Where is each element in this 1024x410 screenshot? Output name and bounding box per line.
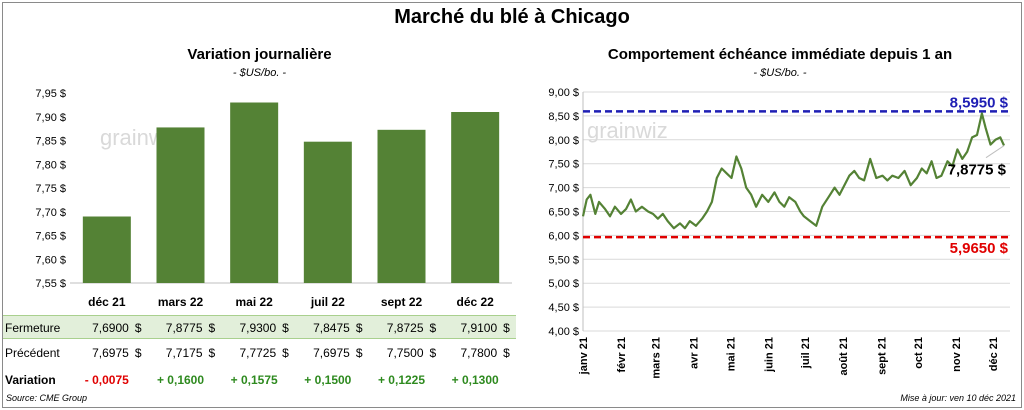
price-series-line [581,112,1006,230]
bar-category-label: déc 22 [456,295,494,309]
bar-y-tick-label: 7,90 $ [35,112,66,124]
bar-y-tick-label: 7,65 $ [35,231,66,243]
bar-y-tick-label: 7,95 $ [35,88,66,100]
line-x-tick-label: oct 21 [913,337,925,369]
low-label: 5,9650 $ [950,240,1009,257]
table-cell: 7,9100 [460,321,498,335]
table-cell: + 0,1600 [156,373,205,387]
bar [303,141,352,283]
watermark-text: grainwiz [587,118,668,143]
bar-y-tick-label: 7,55 $ [35,278,66,290]
table-cell: - 0,0075 [84,373,129,387]
line-x-tick-label: déc 21 [988,337,1000,371]
table-row-prev: Précédent 7,6975 $7,7175 $7,7725 $7,6975 $7,… [3,341,516,365]
bar [230,102,279,283]
bar-y-tick-label: 7,60 $ [35,254,66,266]
currency-symbol: $ [355,321,363,335]
line-y-tick-label: 8,00 $ [548,135,579,147]
line-y-tick-label: 6,00 $ [548,230,579,242]
currency-symbol: $ [355,346,363,360]
currency-symbol: $ [134,321,142,335]
line-x-tick-label: août 21 [838,337,850,376]
bar-category-label: juil 22 [310,295,345,309]
bar-y-tick-label: 7,85 $ [35,136,66,148]
bar [451,112,500,283]
line-x-tick-label: avr 21 [688,337,700,369]
table-cell: 7,8475 [313,321,350,335]
page-title: Marché du blé à Chicago [394,6,630,28]
table-cell: + 0,1225 [377,373,426,387]
bar [82,216,131,283]
table-row-variation: Variation - 0,0075 + 0,1600 + 0,1575 + 0,15… [3,368,516,392]
update-note: Mise à jour: ven 10 déc 2021 [900,393,1016,403]
currency-symbol: $ [134,346,142,360]
line-y-tick-label: 9,00 $ [548,87,579,99]
line-x-tick-label: mars 21 [650,337,662,379]
line-x-tick-label: juin 21 [763,337,775,373]
bar-chart: 7,55 $ 7,60 $ 7,65 $ 7,70 $ 7,75 $ 7,80 $ 7,85… [35,88,512,309]
line-y-tick-label: 7,50 $ [548,159,579,171]
line-x-tick-label: nov 21 [951,337,963,372]
table-cell: 7,8775 [165,321,203,335]
last-value-leader [985,145,1005,159]
line-y-tick-label: 7,00 $ [548,183,579,195]
line-chart-unit: - $US/bo. - [753,67,807,79]
currency-symbol: $ [208,321,216,335]
table-cell: + 0,1500 [304,373,352,387]
bar [377,129,426,283]
table-cell: 7,8725 [386,321,424,335]
row-label-close: Fermeture [5,321,61,335]
table-cell: 7,6975 [92,346,129,360]
bar-y-tick-label: 7,75 $ [35,183,66,195]
high-label: 8,5950 $ [950,94,1009,111]
row-label-prev: Précédent [5,346,60,360]
line-y-tick-label: 5,50 $ [548,254,579,266]
currency-symbol: $ [429,346,437,360]
line-x-tick-label: févr 21 [616,337,628,372]
currency-symbol: $ [429,321,437,335]
table-cell: 7,6900 [92,321,129,335]
currency-symbol: $ [282,321,289,335]
line-x-tick-label: sept 21 [876,337,888,375]
line-x-tick-label: janv 21 [578,337,590,375]
last-value-label: 7,8775 $ [948,162,1007,179]
table-cell: 7,7800 [460,346,498,360]
bar [156,127,205,283]
table-cell: 7,7175 [165,346,203,360]
row-label-variation: Variation [5,373,56,387]
table-cell: 7,9300 [239,321,277,335]
bar-category-label: déc 21 [88,295,126,309]
table-row-close: Fermeture 7,6900 $7,8775 $7,9300 $7,8475 $7,… [3,315,516,339]
line-chart-title: Comportement échéance immédiate depuis 1… [607,46,953,63]
currency-symbol: $ [282,346,289,360]
line-y-tick-label: 5,00 $ [548,278,579,290]
source-note: Source: CME Group [6,393,88,403]
line-x-tick-label: mai 21 [725,337,737,371]
table-cell: + 0,1300 [451,373,499,387]
currency-symbol: $ [503,346,510,360]
bar-chart-unit: - $US/bo. - [232,67,287,79]
bar-category-label: sept 22 [381,295,423,309]
bar-y-tick-label: 7,80 $ [35,159,66,171]
line-y-tick-label: 8,50 $ [548,111,579,123]
line-y-tick-label: 6,50 $ [548,207,579,219]
table-cell: + 0,1575 [230,373,278,387]
table-cell: 7,6975 [313,346,350,360]
line-y-tick-label: 4,00 $ [548,326,579,338]
line-y-tick-label: 4,50 $ [548,302,579,314]
table-cell: 7,7500 [386,346,424,360]
bar-category-label: mars 22 [158,295,204,309]
currency-symbol: $ [503,321,510,335]
currency-symbol: $ [208,346,216,360]
line-x-tick-label: juil 21 [800,337,812,369]
bar-chart-title: Variation journalière [187,46,332,63]
table-cell: 7,7725 [239,346,277,360]
bar-y-tick-label: 7,70 $ [35,207,66,219]
bar-category-label: mai 22 [235,295,273,309]
